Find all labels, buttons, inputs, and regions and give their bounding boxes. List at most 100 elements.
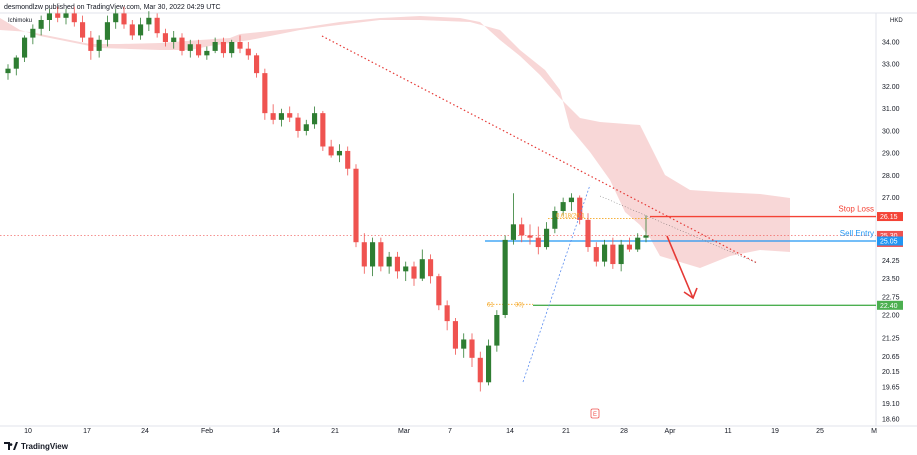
candle[interactable] [544, 222, 550, 250]
candle-body [104, 22, 110, 40]
projection-arrow[interactable] [666, 235, 694, 299]
candle[interactable] [162, 28, 168, 47]
candle[interactable] [96, 35, 102, 58]
candle[interactable] [519, 217, 525, 243]
x-tick-label: 11 [724, 428, 731, 435]
candle[interactable] [626, 237, 632, 252]
tradingview-logo[interactable]: TradingView [4, 442, 69, 451]
candle[interactable] [610, 237, 616, 269]
candle[interactable] [278, 108, 284, 127]
candle[interactable] [602, 239, 608, 267]
candle[interactable] [419, 249, 425, 282]
candle[interactable] [469, 333, 475, 367]
event-marker-letter: E [593, 412, 597, 418]
take-profit-price-tag-value: 22.40 [880, 303, 898, 310]
candle[interactable] [527, 224, 533, 245]
candle[interactable] [403, 261, 409, 282]
candle[interactable] [146, 11, 152, 31]
candle-body [204, 50, 210, 56]
candle[interactable] [361, 233, 367, 274]
candle[interactable] [187, 39, 193, 58]
candle[interactable] [179, 33, 185, 56]
candle[interactable] [30, 24, 36, 45]
candle[interactable] [171, 31, 177, 49]
x-tick-label: Feb [201, 428, 213, 435]
descending-trendline[interactable] [321, 35, 758, 264]
candle[interactable] [55, 6, 61, 23]
candle[interactable] [312, 106, 318, 129]
candle[interactable] [560, 197, 566, 216]
candle[interactable] [303, 119, 309, 136]
candle[interactable] [370, 237, 376, 277]
candle-body [353, 168, 359, 243]
candle[interactable] [212, 37, 218, 54]
candle[interactable] [138, 17, 144, 40]
candle[interactable] [262, 68, 268, 120]
candle[interactable] [328, 139, 334, 158]
y-tick-label: 20.65 [882, 354, 900, 361]
candle[interactable] [38, 15, 44, 36]
candle[interactable] [386, 251, 392, 274]
candle[interactable] [568, 193, 574, 211]
candle[interactable] [129, 20, 135, 40]
candle[interactable] [270, 104, 276, 125]
candle[interactable] [461, 333, 467, 358]
candle[interactable] [345, 146, 351, 176]
candle[interactable] [643, 215, 649, 243]
candle-body [502, 239, 508, 315]
sell-entry-price-tag-bg [877, 236, 903, 246]
earnings-event-marker[interactable]: E [590, 408, 600, 419]
candle[interactable] [104, 15, 110, 47]
candle[interactable] [5, 64, 11, 80]
candle[interactable] [287, 106, 293, 123]
candle-body [486, 345, 492, 383]
candle[interactable] [635, 233, 641, 252]
candle[interactable] [113, 9, 119, 29]
candle[interactable] [295, 113, 301, 138]
candle[interactable] [63, 9, 69, 25]
candle[interactable] [154, 13, 160, 38]
candle[interactable] [494, 310, 500, 352]
candle[interactable] [436, 273, 442, 311]
candle[interactable] [121, 6, 127, 29]
candle[interactable] [237, 35, 243, 54]
candle[interactable] [71, 6, 77, 27]
candle[interactable] [336, 144, 342, 163]
stop-loss-label: Stop Loss [838, 205, 874, 214]
candle[interactable] [254, 53, 260, 78]
candle[interactable] [229, 39, 235, 58]
candle[interactable] [320, 110, 326, 151]
candle[interactable] [196, 39, 202, 58]
candle[interactable] [477, 351, 483, 392]
candle[interactable] [411, 261, 417, 286]
candle[interactable] [394, 251, 400, 279]
candle[interactable] [593, 242, 599, 267]
candle[interactable] [13, 55, 19, 76]
candle[interactable] [378, 237, 384, 272]
candle[interactable] [618, 239, 624, 272]
candle[interactable] [220, 37, 226, 58]
candle[interactable] [577, 195, 583, 225]
candle[interactable] [444, 300, 450, 331]
candle[interactable] [80, 15, 86, 42]
x-tick-label: Apr [665, 428, 677, 435]
candle[interactable] [552, 206, 558, 234]
candle[interactable] [452, 318, 458, 355]
candle[interactable] [502, 235, 508, 319]
candle[interactable] [428, 254, 434, 284]
candle[interactable] [245, 42, 251, 60]
candle-body [494, 315, 500, 346]
candle[interactable] [46, 9, 52, 31]
candle[interactable] [353, 164, 359, 248]
candle[interactable] [535, 226, 541, 255]
candle[interactable] [22, 35, 28, 63]
y-tick-label: 33.00 [882, 62, 900, 69]
fib-lower-label-a: 61 [487, 302, 494, 308]
candle[interactable] [204, 46, 210, 60]
candle[interactable] [585, 213, 591, 252]
candle[interactable] [486, 339, 492, 386]
candle[interactable] [510, 193, 516, 245]
candle-body [419, 259, 425, 279]
candle[interactable] [88, 31, 94, 60]
